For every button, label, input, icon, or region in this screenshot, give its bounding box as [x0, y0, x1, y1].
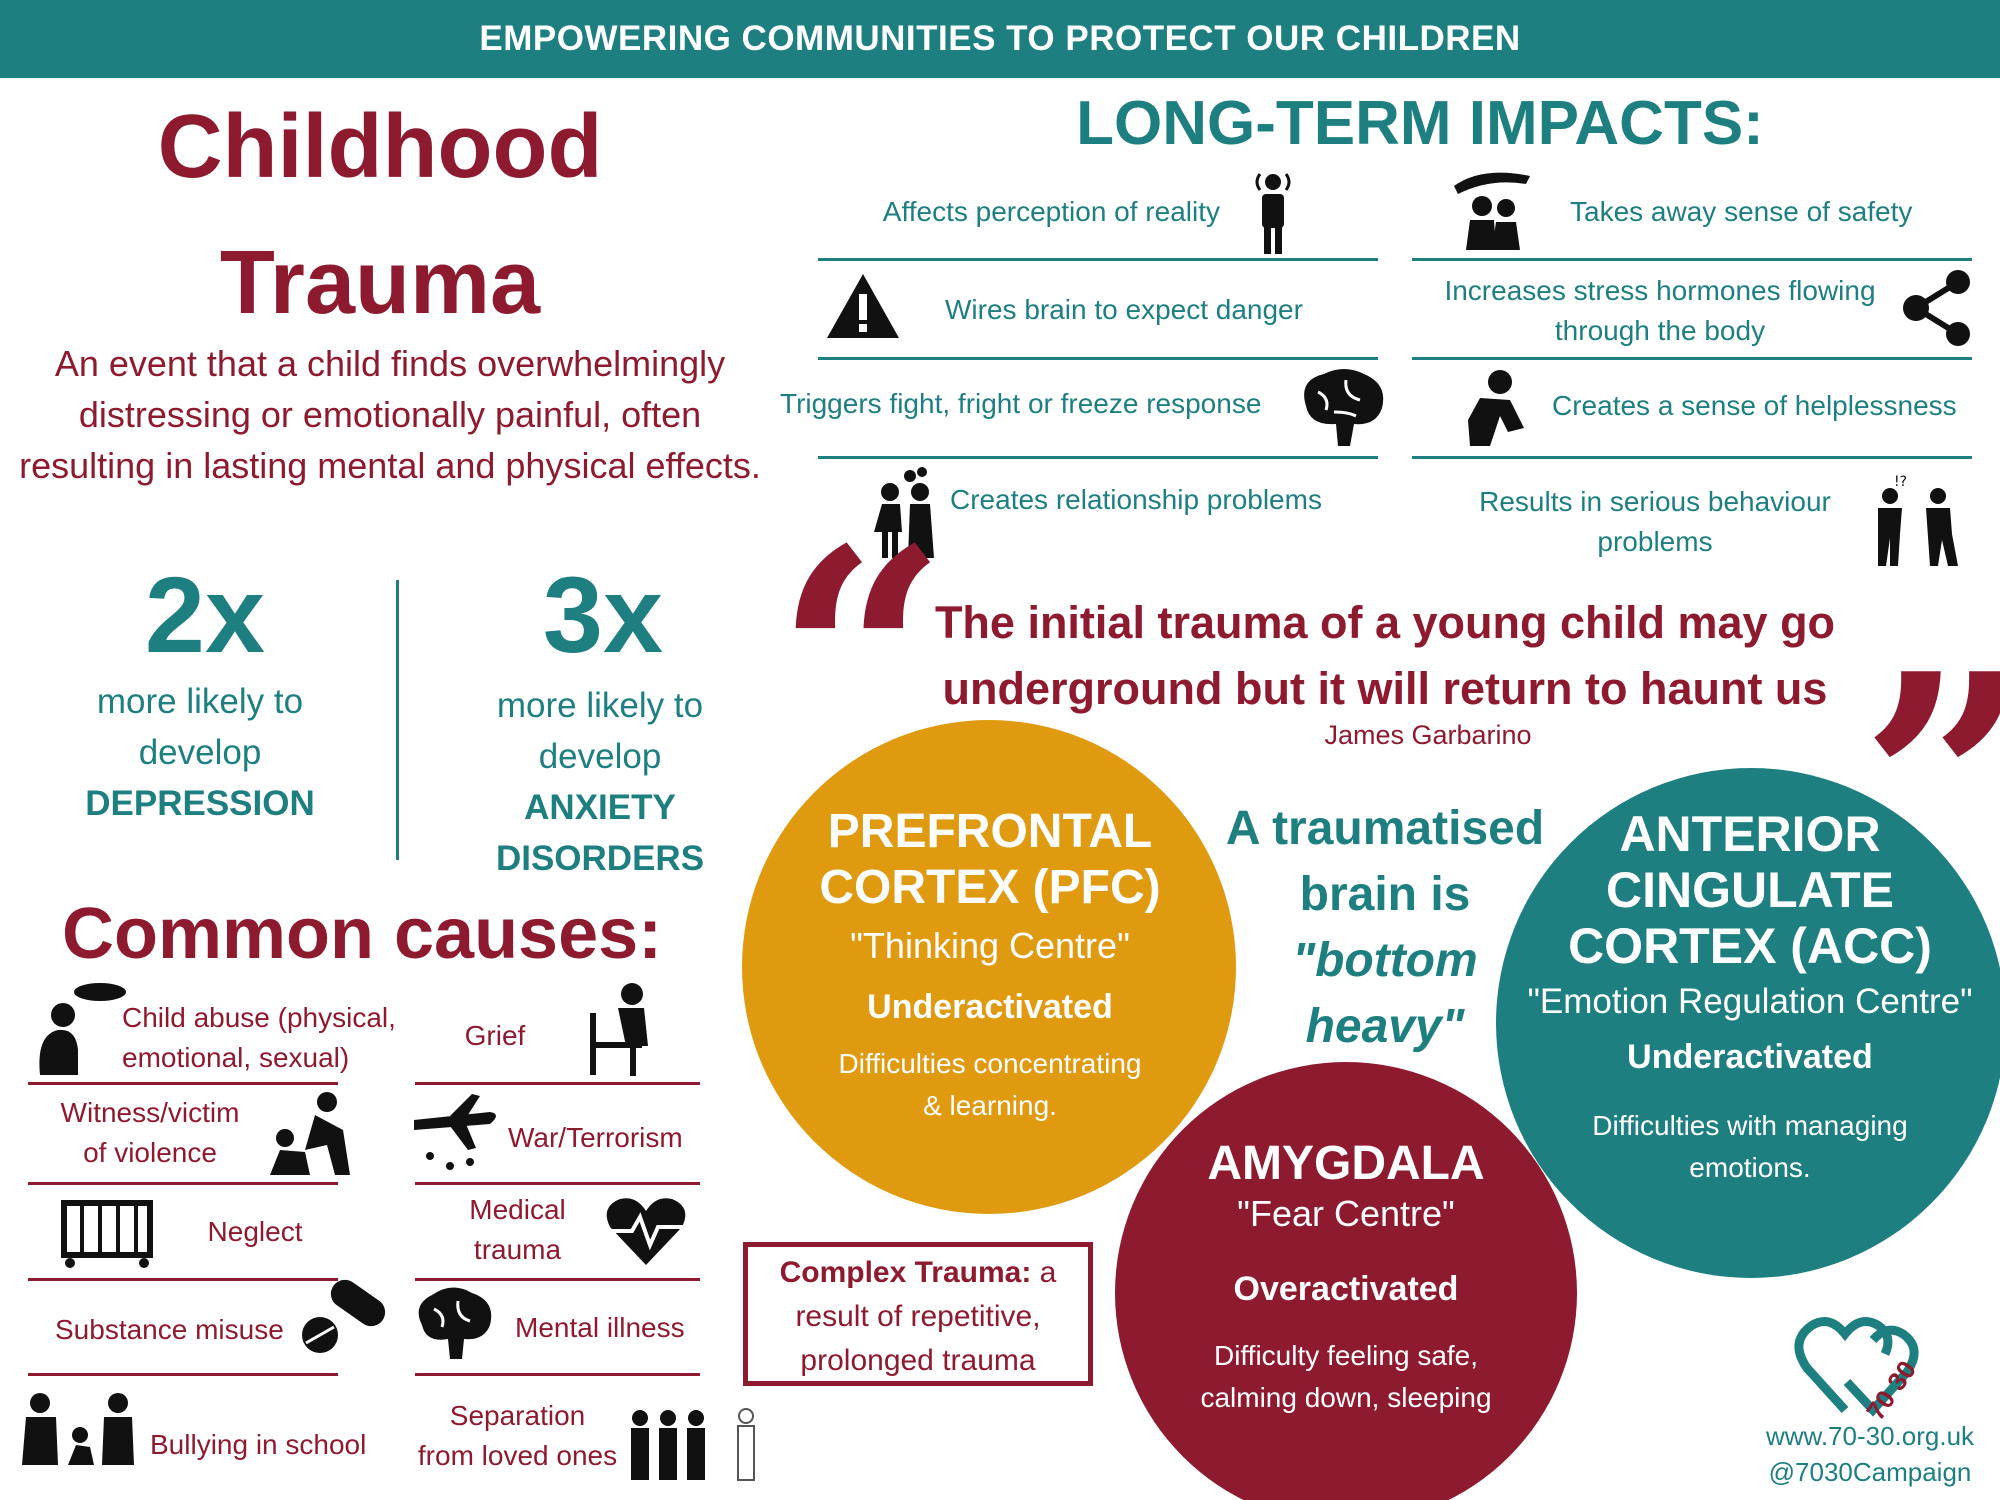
brain-icon — [418, 1287, 492, 1359]
heartbeat-icon — [606, 1198, 686, 1265]
cause-neglect: Neglect — [207, 1216, 303, 1247]
cause-mental: Mental illness — [515, 1312, 685, 1343]
impact-perception: Affects perception of reality — [882, 196, 1220, 227]
cause-separation: Separation from loved ones — [417, 1400, 618, 1471]
grief-icon — [590, 983, 648, 1076]
stat-anxiety-text: more likely to develop ANXIETY DISORDERS — [495, 686, 705, 878]
violence-icon — [270, 1092, 350, 1175]
heart-logo-icon: 70 30 — [1794, 1317, 1922, 1425]
top-banner — [0, 0, 2000, 78]
cause-rule — [28, 1082, 338, 1085]
impact-rule — [1412, 258, 1972, 261]
abuse-icon — [39, 983, 126, 1075]
cause-medical: Medical trauma — [469, 1194, 566, 1265]
impact-rule — [1412, 456, 1972, 459]
title-line-1: Childhood — [157, 97, 603, 197]
impact-rule — [818, 258, 1378, 261]
cause-violence: Witness/victim of violence — [60, 1097, 240, 1168]
impact-rule — [818, 456, 1378, 459]
website-link[interactable]: www.70-30.org.uk — [1765, 1421, 1975, 1451]
stat-depression-text: more likely to develop DEPRESSION — [85, 682, 315, 823]
acc-label: ANTERIOR CINGULATE CORTEX (ACC) "Emotion… — [1527, 806, 1973, 1183]
svg-text:!?: !? — [1894, 474, 1907, 490]
acc-circle — [1496, 768, 2000, 1278]
quote-text: The initial trauma of a young child may … — [934, 597, 1836, 714]
pfc-label: PREFRONTAL CORTEX (PFC) "Thinking Centre… — [819, 805, 1161, 1121]
impact-rule — [818, 357, 1378, 360]
cause-rule — [415, 1373, 700, 1376]
footer-contact: www.70-30.org.uk @7030Campaign — [1755, 1418, 1985, 1490]
definition: An event that a child finds overwhelming… — [19, 343, 761, 486]
arguing-people-icon: !? — [1878, 474, 1958, 566]
cause-substance: Substance misuse — [55, 1314, 284, 1345]
bullying-icon — [22, 1393, 134, 1465]
stat-anxiety-value: 3x — [542, 554, 664, 675]
impact-relationship: Creates relationship problems — [950, 484, 1322, 515]
impact-stress: Increases stress hormones flowing throug… — [1444, 275, 1876, 346]
cause-grief: Grief — [464, 1020, 526, 1051]
family-separation-icon — [631, 1408, 755, 1481]
impact-rule — [1412, 357, 1972, 360]
cause-abuse: Child abuse (physical, emotional, sexual… — [122, 1002, 396, 1073]
complex-trauma-box — [743, 1242, 1093, 1386]
cause-war: War/Terrorism — [508, 1122, 683, 1153]
impact-fight: Triggers fight, fright or freeze respons… — [780, 388, 1262, 419]
quote-author: James Garbarino — [1324, 720, 1532, 750]
cause-rule — [28, 1278, 338, 1281]
pfc-circle — [742, 720, 1236, 1214]
cause-bullying: Bullying in school — [150, 1429, 367, 1460]
signal-person-icon — [1255, 173, 1291, 254]
banner-text: EMPOWERING COMMUNITIES TO PROTECT OUR CH… — [479, 19, 1521, 58]
cause-rule — [415, 1278, 700, 1281]
amygdala-circle — [1115, 1062, 1577, 1500]
cause-rule — [28, 1182, 338, 1185]
complex-trauma-text: Complex Trauma: a result of repetitive, … — [779, 1256, 1057, 1377]
plane-icon — [414, 1094, 496, 1170]
brain-icon — [1304, 369, 1384, 446]
causes-title: Common causes: — [62, 894, 663, 974]
share-network-icon — [1903, 270, 1970, 346]
cause-rule — [28, 1373, 338, 1376]
impacts-title: LONG-TERM IMPACTS: — [1076, 89, 1764, 158]
stats-divider — [396, 580, 399, 860]
pills-icon — [302, 1279, 386, 1353]
impact-behaviour: Results in serious behaviour problems — [1479, 486, 1831, 557]
impact-helpless: Creates a sense of helplessness — [1552, 390, 1957, 421]
protection-icon — [1454, 172, 1530, 250]
warning-icon — [827, 274, 899, 338]
cause-rule — [415, 1182, 700, 1185]
bottom-heavy-text: A traumatised brain is "bottom heavy" — [1225, 802, 1545, 1053]
impact-danger: Wires brain to expect danger — [945, 294, 1303, 325]
amygdala-label: AMYGDALA "Fear Centre" Overactivated Dif… — [1200, 1137, 1492, 1413]
title-line-2: Trauma — [219, 233, 541, 333]
crib-icon — [61, 1200, 153, 1268]
impact-safety: Takes away sense of safety — [1570, 196, 1913, 227]
couple-icon — [874, 467, 934, 558]
twitter-handle[interactable]: @7030Campaign — [1768, 1457, 1972, 1487]
sitting-person-icon — [1468, 370, 1524, 446]
stat-depression-value: 2x — [144, 554, 266, 675]
cause-rule — [415, 1082, 700, 1085]
